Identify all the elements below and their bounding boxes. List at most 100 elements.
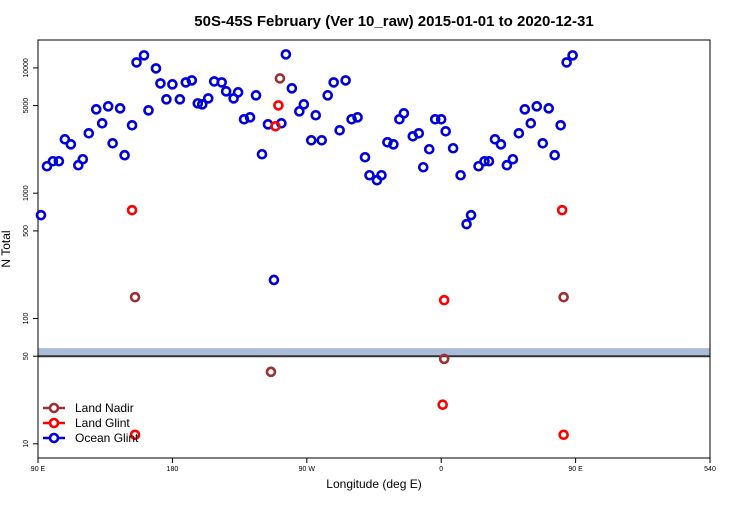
data-point [537, 137, 549, 149]
data-point [150, 63, 162, 74]
data-point [161, 94, 172, 105]
y-tick-label: 10000 [23, 58, 30, 78]
data-point [143, 105, 154, 116]
data-point [47, 155, 59, 167]
data-point [129, 291, 141, 303]
data-point [107, 137, 118, 149]
chart-title: 50S-45S February (Ver 10_raw) 2015-01-01… [194, 13, 593, 30]
data-point [549, 149, 560, 161]
data-point [519, 104, 531, 115]
data-point [558, 429, 569, 441]
data-point [388, 139, 399, 150]
data-point [417, 161, 429, 173]
data-point [558, 291, 569, 303]
data-point [334, 124, 345, 136]
data-point [65, 139, 77, 150]
data-point [507, 153, 519, 165]
legend-marker [48, 432, 60, 444]
data-point [310, 109, 322, 121]
data-point [238, 113, 250, 125]
data-point [440, 125, 451, 137]
x-tick-label: 90 E [568, 466, 583, 473]
data-point [96, 118, 108, 129]
x-axis-label: Longitude (deg E) [326, 477, 421, 491]
data-point [220, 86, 232, 97]
data-point [59, 134, 71, 145]
legend-marker [48, 402, 60, 414]
data-point [322, 90, 334, 101]
data-point [555, 119, 566, 131]
data-point [531, 101, 543, 112]
data-point [328, 77, 339, 88]
band [38, 348, 710, 357]
data-point [186, 75, 198, 86]
data-point [479, 155, 490, 167]
data-point [316, 134, 328, 146]
legend-label: Land Glint [75, 416, 130, 430]
y-tick-label: 5000 [23, 98, 30, 114]
data-point [41, 160, 53, 172]
data-point [305, 134, 317, 146]
data-point [437, 399, 448, 411]
data-point [429, 113, 441, 125]
data-point [196, 99, 208, 110]
data-point [270, 120, 281, 132]
legend-label: Land Nadir [75, 401, 134, 415]
data-point [90, 104, 102, 115]
data-point [280, 49, 292, 60]
data-point [483, 155, 495, 167]
data-point [561, 57, 572, 68]
data-point [455, 169, 466, 181]
data-point [423, 143, 435, 155]
data-point [525, 118, 537, 129]
data-point [77, 153, 89, 165]
plot-frame [37, 39, 711, 459]
y-tick-label: 10 [23, 440, 30, 448]
data-point [447, 142, 459, 154]
data-point [53, 155, 65, 167]
data-point [250, 90, 262, 101]
data-point [294, 106, 305, 117]
data-point [398, 108, 410, 119]
data-point [244, 112, 256, 123]
data-point [543, 103, 555, 114]
data-point [461, 218, 472, 230]
data-point [413, 128, 425, 139]
data-point [265, 366, 277, 378]
data-point [174, 94, 186, 105]
data-point [35, 209, 47, 221]
data-point [346, 113, 357, 125]
data-point [382, 137, 393, 148]
data-point [465, 209, 477, 221]
data-point [286, 83, 298, 94]
x-tick-label: 0 [439, 466, 443, 473]
data-point [131, 57, 142, 68]
y-tick-label: 50 [23, 352, 30, 360]
data-point [155, 78, 166, 89]
x-tick-label: 540 [704, 466, 716, 473]
data-point [273, 100, 284, 111]
data-point [473, 160, 484, 172]
data-point [438, 294, 450, 306]
data-point [274, 73, 286, 84]
data-point [232, 87, 244, 98]
data-point [83, 128, 95, 139]
x-tick-label: 90 E [31, 466, 46, 473]
data-point [435, 113, 447, 125]
y-tick-label: 500 [23, 225, 30, 237]
y-tick-label: 100 [23, 313, 30, 325]
data-point [126, 119, 138, 131]
data-point [119, 149, 130, 161]
data-point [352, 112, 363, 123]
data-point [167, 79, 178, 90]
x-tick-label: 180 [167, 466, 179, 473]
y-axis-label: N Total [0, 230, 13, 267]
data-point [340, 75, 351, 86]
data-point [192, 98, 204, 109]
data-point [556, 204, 568, 216]
data-point [138, 50, 150, 61]
legend-marker [48, 417, 60, 429]
legend-label: Ocean Glint [75, 431, 139, 445]
data-point [180, 77, 192, 88]
